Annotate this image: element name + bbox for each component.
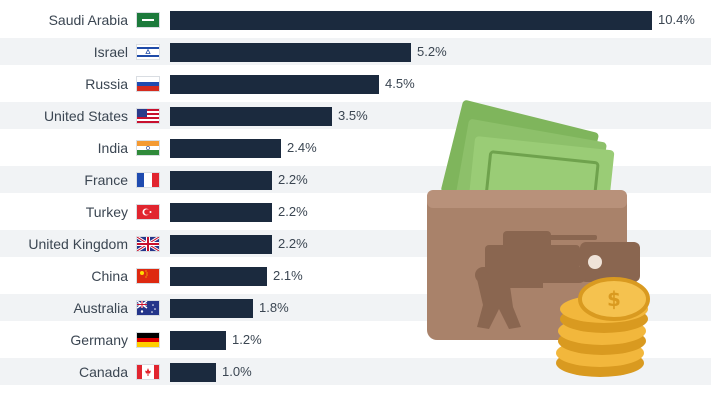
value-label: 2.4% — [287, 140, 317, 155]
category-label: Israel — [93, 44, 128, 60]
category-label: United States — [43, 108, 128, 124]
category-label: Canada — [78, 364, 128, 380]
soldier-silhouette-icon — [477, 259, 543, 329]
bar — [170, 202, 272, 222]
value-label: 1.2% — [232, 332, 262, 347]
category-label: Turkey — [85, 204, 128, 220]
bar — [170, 170, 272, 190]
bar — [170, 106, 332, 126]
category-label: Australia — [73, 300, 128, 316]
bar — [170, 74, 379, 94]
value-label: 2.1% — [273, 268, 303, 283]
category-label: Saudi Arabia — [48, 12, 128, 28]
india-flag-icon — [136, 140, 160, 156]
category-label: China — [91, 268, 128, 284]
bar — [170, 266, 267, 286]
china-flag-icon — [136, 268, 160, 284]
bar — [170, 138, 281, 158]
value-label: 3.5% — [338, 108, 368, 123]
canada-flag-icon — [136, 364, 160, 380]
bar — [170, 362, 216, 382]
bar — [170, 42, 411, 62]
value-label: 2.2% — [278, 204, 308, 219]
bar — [170, 234, 272, 254]
category-label: United Kingdom — [28, 236, 128, 252]
value-label: 2.2% — [278, 236, 308, 251]
united-kingdom-flag-icon — [136, 236, 160, 252]
category-label: India — [97, 140, 128, 156]
wallet-money-illustration: $ — [427, 100, 650, 377]
svg-text:$: $ — [607, 287, 621, 311]
value-label: 10.4% — [658, 12, 695, 27]
germany-flag-icon — [136, 332, 160, 348]
row-stripe — [0, 102, 711, 129]
france-flag-icon — [136, 172, 160, 188]
turkey-flag-icon — [136, 204, 160, 220]
value-label: 2.2% — [278, 172, 308, 187]
russia-flag-icon — [136, 76, 160, 92]
israel-flag-icon — [136, 44, 160, 60]
bar — [170, 330, 226, 350]
saudi-arabia-flag-icon — [136, 12, 160, 28]
bar — [170, 298, 253, 318]
category-label: France — [84, 172, 128, 188]
value-label: 1.0% — [222, 364, 252, 379]
value-label: 5.2% — [417, 44, 447, 59]
united-states-flag-icon — [136, 108, 160, 124]
coin-stack-icon: $ — [556, 277, 650, 377]
bar — [170, 10, 652, 30]
value-label: 1.8% — [259, 300, 289, 315]
category-label: Germany — [70, 332, 128, 348]
tank-silhouette-icon — [475, 231, 597, 283]
category-label: Russia — [85, 76, 128, 92]
value-label: 4.5% — [385, 76, 415, 91]
australia-flag-icon — [136, 300, 160, 316]
